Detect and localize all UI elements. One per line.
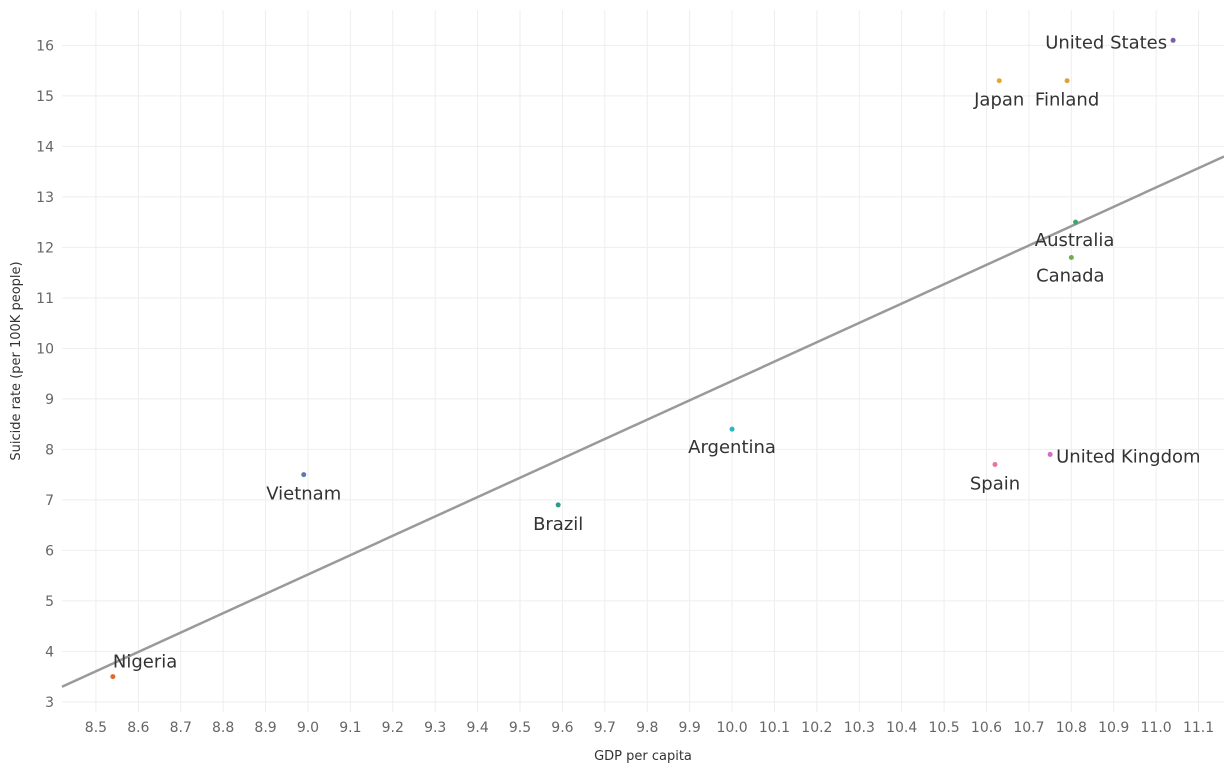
horizontal-gridlines (62, 44, 1224, 703)
x-tick-label: 8.5 (85, 720, 107, 736)
x-tick-label: 8.8 (212, 720, 234, 736)
point-label: Spain (970, 474, 1020, 495)
y-tick-label: 14 (36, 139, 54, 155)
x-tick-label: 10.4 (886, 720, 917, 736)
x-tick-label: 8.9 (254, 720, 276, 736)
x-tick-label: 9.0 (297, 720, 319, 736)
data-point (729, 426, 735, 432)
data-point (110, 674, 116, 680)
y-tick-label: 10 (36, 341, 54, 357)
x-tick-label: 8.7 (170, 720, 192, 736)
x-tick-label: 9.6 (551, 720, 573, 736)
x-tick-label: 9.1 (339, 720, 361, 736)
x-tick-label: 9.9 (679, 720, 701, 736)
x-tick-label: 8.6 (127, 720, 149, 736)
x-tick-label: 10.7 (1013, 720, 1044, 736)
x-tick-label: 10.9 (1098, 720, 1129, 736)
data-point (1064, 78, 1070, 84)
point-label: Nigeria (113, 652, 177, 673)
point-label: Australia (1035, 230, 1115, 251)
y-tick-label: 12 (36, 240, 54, 256)
data-point (996, 78, 1002, 84)
y-tick-label: 8 (45, 442, 54, 458)
x-tick-label: 10.1 (759, 720, 790, 736)
y-tick-label: 11 (36, 291, 54, 307)
y-tick-label: 16 (36, 38, 54, 54)
x-tick-label: 9.5 (509, 720, 531, 736)
y-tick-label: 6 (45, 543, 54, 559)
point-label: Japan (973, 90, 1024, 111)
point-label: Brazil (533, 514, 583, 535)
x-tick-label: 10.6 (971, 720, 1002, 736)
x-tick-label: 11.0 (1141, 720, 1172, 736)
point-label: Finland (1035, 90, 1099, 111)
point-label: Vietnam (266, 484, 341, 505)
point-label: United Kingdom (1056, 446, 1200, 467)
x-tick-label: 10.8 (1056, 720, 1087, 736)
point-label: United States (1045, 32, 1167, 53)
data-point (992, 462, 998, 468)
x-tick-label: 9.8 (636, 720, 658, 736)
point-label: Argentina (688, 437, 776, 458)
point-label: Canada (1036, 265, 1105, 286)
x-tick-label: 10.2 (801, 720, 832, 736)
x-axis-ticks: 8.5 8.6 8.7 8.8 8.9 9.0 9.1 9.2 9.3 9.4 9.5 9.6 9.7 9… (85, 720, 1214, 736)
x-tick-label: 10.3 (844, 720, 875, 736)
data-point (1170, 37, 1176, 43)
y-tick-label: 5 (45, 594, 54, 610)
data-point (555, 502, 561, 508)
x-tick-label: 9.3 (424, 720, 446, 736)
y-tick-label: 3 (45, 695, 54, 711)
y-tick-label: 7 (45, 493, 54, 509)
x-tick-label: 9.4 (466, 720, 488, 736)
x-tick-label: 9.7 (594, 720, 616, 736)
x-tick-label: 10.5 (929, 720, 960, 736)
y-axis-ticks: 3 4 5 6 7 8 9 10 11 12 13 14 15 16 (36, 38, 54, 711)
y-tick-label: 9 (45, 392, 54, 408)
data-point (1073, 219, 1079, 225)
y-tick-label: 4 (45, 644, 54, 660)
data-points (110, 37, 1176, 680)
data-point (301, 472, 307, 478)
y-axis-title: Suicide rate (per 100K people) (9, 261, 24, 460)
data-point (1068, 254, 1074, 260)
data-point (1047, 451, 1053, 457)
x-tick-label: 10.0 (716, 720, 747, 736)
y-tick-label: 15 (36, 89, 54, 105)
point-labels: United States Japan Finland Australia Canada… (113, 32, 1201, 672)
y-tick-label: 13 (36, 190, 54, 206)
x-tick-label: 11.1 (1183, 720, 1214, 736)
x-axis-title: GDP per capita (594, 749, 692, 764)
x-tick-label: 9.2 (382, 720, 404, 736)
vertical-gridlines (95, 10, 1200, 712)
trend-line (61, 155, 1224, 688)
